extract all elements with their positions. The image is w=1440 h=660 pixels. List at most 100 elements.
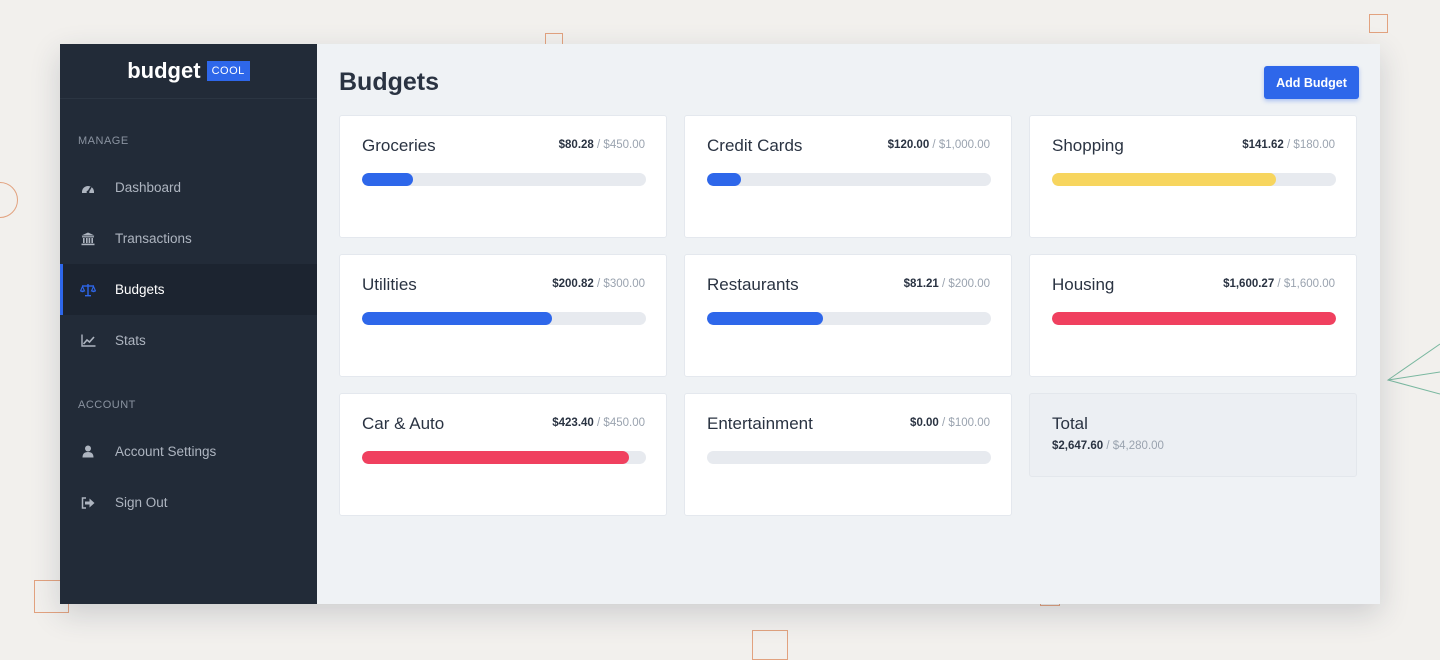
sidebar-item-budgets[interactable]: Budgets [60,264,317,315]
progress-bar [707,312,991,325]
budget-spent: $141.62 [1242,139,1284,151]
amount-separator: / [593,278,604,290]
budget-limit: $200.00 [948,278,990,290]
user-icon [80,444,96,460]
brand-logo[interactable]: budget COOL [60,44,317,99]
budget-limit: $1,000.00 [938,139,990,151]
budget-limit: $300.00 [603,278,645,290]
budget-amount: $423.40 / $450.00 [552,417,645,429]
brand-badge: COOL [206,61,250,81]
progress-bar [707,173,991,186]
budget-spent: $1,600.27 [1223,278,1275,290]
sign-out-icon [80,495,96,511]
decorative-square [752,630,788,660]
page-title: Budgets [339,68,439,96]
budget-amount: $1,600.27 / $1,600.00 [1223,278,1335,290]
nav-spacer [60,150,317,162]
progress-fill [362,451,629,464]
total-amount: $2,647.60 / $4,280.00 [1052,440,1164,452]
progress-bar [1052,312,1336,325]
budget-amount: $141.62 / $180.00 [1242,139,1335,151]
sidebar-item-stats[interactable]: Stats [60,315,317,366]
progress-bar [362,173,646,186]
brand-name: budget [127,58,201,83]
budget-card[interactable]: Credit Cards $120.00 / $1,000.00 [684,115,1012,238]
budget-name: Credit Cards [707,136,803,155]
budget-card[interactable]: Entertainment $0.00 / $100.00 [684,393,1012,516]
sidebar-item-label: Stats [115,333,146,348]
amount-separator: / [1274,278,1284,290]
total-limit: $4,280.00 [1112,440,1164,452]
sidebar-item-dashboard[interactable]: Dashboard [60,162,317,213]
amount-separator: / [593,417,604,429]
decorative-square [1369,14,1388,33]
progress-fill [707,312,824,325]
total-title: Total [1052,414,1088,433]
progress-fill [362,173,414,186]
budget-name: Entertainment [707,414,813,433]
budget-name: Groceries [362,136,436,155]
budget-spent: $80.28 [558,139,594,151]
budget-amount: $81.21 / $200.00 [904,278,990,290]
scale-icon [80,282,96,298]
budget-card[interactable]: Shopping $141.62 / $180.00 [1029,115,1357,238]
budget-limit: $450.00 [603,139,645,151]
progress-bar [707,451,991,464]
sidebar-item-label: Account Settings [115,444,217,459]
budget-card[interactable]: Groceries $80.28 / $450.00 [339,115,667,238]
budget-spent: $0.00 [910,417,939,429]
nav-spacer [60,99,317,132]
nav-spacer [60,366,317,396]
budget-card[interactable]: Housing $1,600.27 / $1,600.00 [1029,254,1357,377]
decorative-triangle [1386,343,1440,395]
progress-bar [362,312,646,325]
budget-limit: $1,600.00 [1283,278,1335,290]
sidebar-item-account-settings[interactable]: Account Settings [60,426,317,477]
budget-spent: $200.82 [552,278,594,290]
progress-bar [1052,173,1336,186]
budget-name: Utilities [362,275,417,294]
budget-amount: $200.82 / $300.00 [552,278,645,290]
total-card: Total $2,647.60 / $4,280.00 [1029,393,1357,477]
sidebar-item-label: Dashboard [115,180,182,195]
budget-name: Car & Auto [362,414,445,433]
budget-spent: $81.21 [903,278,939,290]
budget-name: Housing [1052,275,1115,294]
dashboard-icon [80,180,96,196]
sidebar-item-label: Sign Out [115,495,168,510]
amount-separator: / [1283,139,1294,151]
chart-line-icon [80,333,96,349]
progress-bar [362,451,646,464]
sidebar-nav: MANAGE Dashboard Transactions Budgets Stats A… [60,99,317,528]
sidebar-item-label: Transactions [115,231,192,246]
sidebar-item-label: Budgets [115,282,165,297]
budget-amount: $120.00 / $1,000.00 [888,139,990,151]
nav-section-label: MANAGE [78,135,129,147]
progress-fill [707,173,742,186]
amount-separator: / [593,139,604,151]
amount-separator: / [929,139,939,151]
main-content: Budgets Add Budget Groceries $80.28 / $45… [317,44,1380,604]
add-budget-button[interactable]: Add Budget [1264,66,1359,99]
sidebar-item-transactions[interactable]: Transactions [60,213,317,264]
budget-card[interactable]: Car & Auto $423.40 / $450.00 [339,393,667,516]
sidebar-item-sign-out[interactable]: Sign Out [60,477,317,528]
budget-limit: $100.00 [948,417,990,429]
budget-limit: $450.00 [603,417,645,429]
total-spent: $2,647.60 [1052,440,1104,452]
budget-name: Restaurants [707,275,799,294]
budget-card[interactable]: Restaurants $81.21 / $200.00 [684,254,1012,377]
budget-spent: $120.00 [887,139,930,151]
amount-separator: / [1103,440,1113,452]
budget-name: Shopping [1052,136,1124,155]
budget-grid: Groceries $80.28 / $450.00 Credit Cards $12… [339,115,1357,516]
budget-amount: $0.00 / $100.00 [910,417,990,429]
progress-fill [362,312,553,325]
progress-fill [1052,312,1336,325]
amount-separator: / [938,278,949,290]
progress-fill [1052,173,1277,186]
decorative-circle [0,182,18,218]
budget-spent: $423.40 [552,417,594,429]
bank-icon [80,231,96,247]
budget-card[interactable]: Utilities $200.82 / $300.00 [339,254,667,377]
